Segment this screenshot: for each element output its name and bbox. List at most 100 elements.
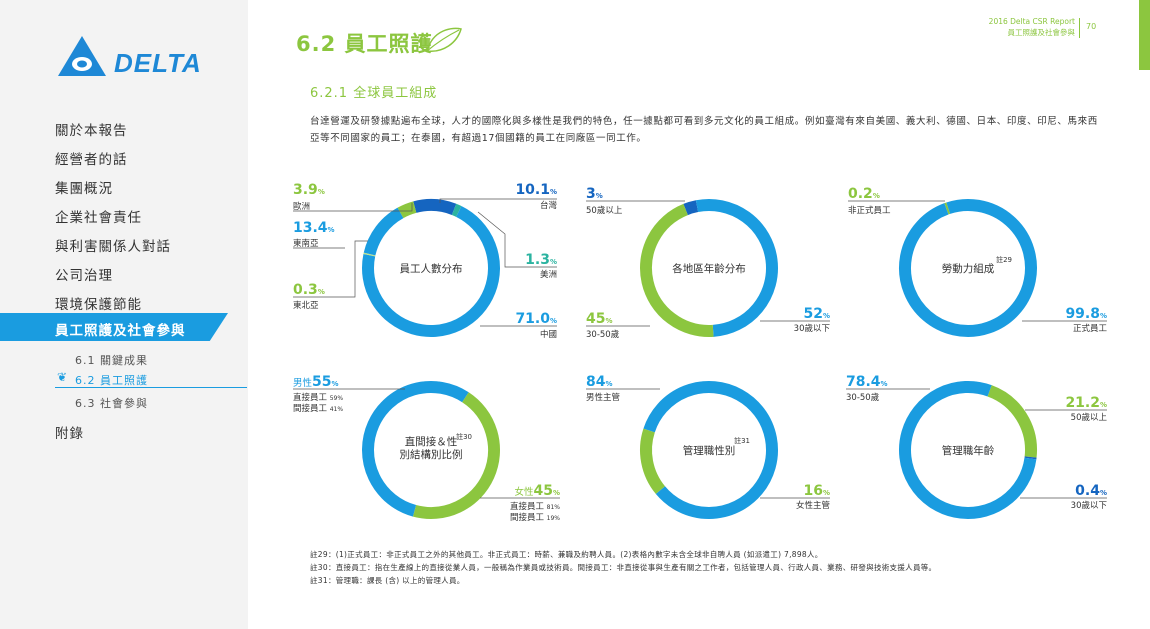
nav-active-label: 員工照護及社會參與 <box>55 323 186 339</box>
donut-segment <box>683 200 699 216</box>
delta-logo[interactable]: DELTA <box>56 34 206 78</box>
value-label: 84% <box>586 374 613 390</box>
nav-item-environment[interactable]: 環境保護節能 <box>55 297 142 313</box>
chart-title: 管理職性別 <box>683 444 736 457</box>
value-label: 0.3% <box>293 282 325 298</box>
note-ref: 註31 <box>734 436 750 445</box>
donut-segment <box>362 381 469 517</box>
donut-segment <box>640 428 666 494</box>
value-label: 78.4% <box>846 374 888 390</box>
category-label: 正式員工 <box>1073 323 1108 334</box>
category-label: 男性主管 <box>586 392 620 403</box>
value-label: 99.8% <box>1065 306 1107 322</box>
donut-segment <box>944 202 951 215</box>
nav-item-ceo-message[interactable]: 經營者的話 <box>55 152 128 168</box>
category-label: 50歲以上 <box>586 205 623 216</box>
nav-item-about[interactable]: 關於本報告 <box>55 123 128 139</box>
chart-title: 各地區年齡分布 <box>672 262 746 275</box>
donut-segment <box>362 206 500 337</box>
donut-segment <box>899 199 1038 337</box>
category-label: 30-50歲 <box>846 392 880 403</box>
category-label: 非正式員工 <box>848 205 891 216</box>
donut-segment <box>412 392 500 519</box>
category-label: 女性主管 <box>796 500 830 511</box>
nav-item-appendix[interactable]: 附錄 <box>55 426 84 442</box>
donut-segment <box>363 207 404 256</box>
donut-segment <box>397 201 417 219</box>
sub-item-social[interactable]: 6.3 社會參與 <box>75 397 148 410</box>
nav-item-employee-care-active[interactable]: 員工照護及社會參與 <box>0 313 228 341</box>
donut-segment <box>987 385 1037 458</box>
scrollbar-thumb[interactable] <box>1139 0 1150 70</box>
value-label: 16% <box>804 483 831 499</box>
nav-item-csr[interactable]: 企業社會責任 <box>55 210 142 226</box>
chart-title: 員工人數分布 <box>400 262 463 275</box>
detail-label: 直接員工 81% <box>510 501 560 512</box>
donut-segment <box>640 203 714 337</box>
category-label: 歐洲 <box>293 201 310 212</box>
leader-line <box>293 203 413 212</box>
value-label: 女性45% <box>514 483 560 499</box>
delta-triangle-icon <box>58 36 106 76</box>
value-label: 21.2% <box>1065 395 1107 411</box>
category-label: 50歲以上 <box>1071 412 1108 423</box>
intro-paragraph: 台達營運及研發據點遍布全球，人才的國際化與多樣性是我們的特色，任一據點都可看到多… <box>310 116 1098 144</box>
detail-label: 直接員工 59% <box>293 392 343 403</box>
donut-segment <box>643 381 778 519</box>
category-label: 30歲以下 <box>1071 500 1108 511</box>
donut-segment <box>899 381 1037 519</box>
value-label: 3.9% <box>293 182 325 198</box>
leader-line <box>293 240 368 298</box>
leaf-icon <box>426 27 462 52</box>
value-label: 1.3% <box>525 252 557 268</box>
section-title: 6.2 員工照護 <box>296 32 433 56</box>
chart-title: 管理職年齡 <box>942 444 995 457</box>
nav-item-stakeholders[interactable]: 與利害關係人對話 <box>55 239 171 255</box>
value-label: 52% <box>804 306 831 322</box>
value-label: 10.1% <box>515 182 557 198</box>
value-label: 45% <box>586 311 613 327</box>
donut-segment <box>451 203 462 217</box>
footnote-31: 註31：管理職：課長 (含) 以上的管理人員。 <box>310 576 465 585</box>
nav-item-governance[interactable]: 公司治理 <box>55 268 113 284</box>
note-ref: 註30 <box>456 432 472 441</box>
category-label: 30歲以下 <box>794 323 831 334</box>
leaf-icon: ❦ <box>57 370 68 384</box>
value-label: 男性55% <box>293 374 339 390</box>
category-label: 中國 <box>540 329 557 340</box>
sub-active-label: 6.2 員工照護 <box>75 374 148 387</box>
category-label: 台灣 <box>540 200 558 211</box>
value-label: 3% <box>586 186 603 202</box>
page-number: 70 <box>1086 22 1097 31</box>
detail-label: 間接員工 19% <box>510 512 560 523</box>
value-label: 0.2% <box>848 186 880 202</box>
donut-segment <box>413 199 457 216</box>
header-divider <box>1079 18 1080 38</box>
value-label: 13.4% <box>293 220 335 236</box>
note-ref: 註29 <box>996 255 1012 264</box>
value-label: 0.4% <box>1075 483 1107 499</box>
footnote-30: 註30：直接員工：指在生產線上的直接從業人員，一般稱為作業員或技術員。間接員工：… <box>310 563 937 572</box>
footnote-29: 註29：(1)正式員工：非正式員工之外的其他員工。非正式員工：時薪、兼職及約聘人… <box>310 550 823 559</box>
logo-wordmark: DELTA <box>114 48 202 78</box>
sidebar: DELTA 關於本報告 經營者的話 集團概況 企業社會責任 與利害關係人對話 公… <box>0 0 248 629</box>
sub-item-employee-care-active[interactable]: ❦ 6.2 員工照護 <box>55 370 247 388</box>
leader-line <box>477 211 557 268</box>
detail-label: 間接員工 41% <box>293 403 343 414</box>
report-chapter: 員工照護及社會參與 <box>1007 28 1076 37</box>
subsection-title: 6.2.1 全球員工組成 <box>310 86 438 101</box>
category-label: 東南亞 <box>293 238 319 249</box>
report-header: 2016 Delta CSR Report 員工照護及社會參與 <box>960 16 1075 38</box>
category-label: 30-50歲 <box>586 329 620 340</box>
donut-segment <box>695 199 778 337</box>
report-title: 2016 Delta CSR Report <box>988 17 1075 26</box>
chart-title: 勞動力組成 <box>942 262 995 275</box>
leader-line <box>439 198 557 203</box>
value-label: 71.0% <box>515 311 557 327</box>
nav-item-group-overview[interactable]: 集團概況 <box>55 181 113 197</box>
category-label: 東北亞 <box>293 300 319 311</box>
sub-item-key-results[interactable]: 6.1 關鍵成果 <box>75 354 148 367</box>
chart-title: 直間接＆性別結構別比例 <box>400 435 463 461</box>
category-label: 美洲 <box>540 269 557 280</box>
